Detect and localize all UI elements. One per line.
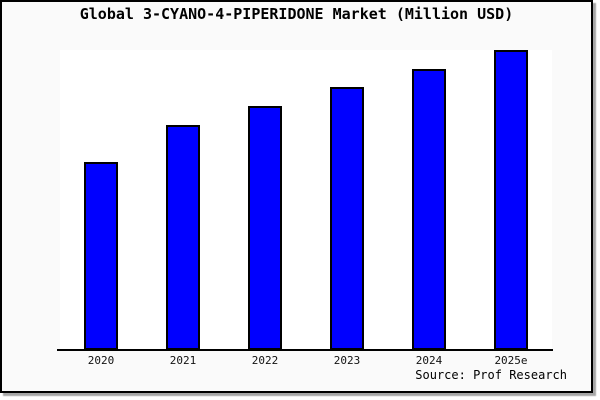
x-tick-label: 2023 — [333, 354, 361, 367]
x-tick-label: 2022 — [251, 354, 279, 367]
bar-2022 — [248, 106, 282, 350]
bar-2020 — [84, 162, 118, 350]
x-tick-label: 2024 — [415, 354, 443, 367]
source-credit: Source: Prof Research — [415, 368, 567, 382]
bar-2024 — [412, 69, 446, 350]
x-tick-label: 2025e — [494, 354, 528, 367]
chart-frame: Global 3-CYANO-4-PIPERIDONE Market (Mill… — [0, 0, 593, 393]
x-axis-line — [57, 349, 553, 351]
chart-title: Global 3-CYANO-4-PIPERIDONE Market (Mill… — [79, 5, 514, 23]
x-tick-label: 2020 — [87, 354, 115, 367]
bar-2025e — [494, 50, 528, 350]
bar-2021 — [166, 125, 200, 350]
plot-area — [60, 50, 552, 350]
x-tick-label: 2021 — [169, 354, 197, 367]
bar-2023 — [330, 87, 364, 350]
